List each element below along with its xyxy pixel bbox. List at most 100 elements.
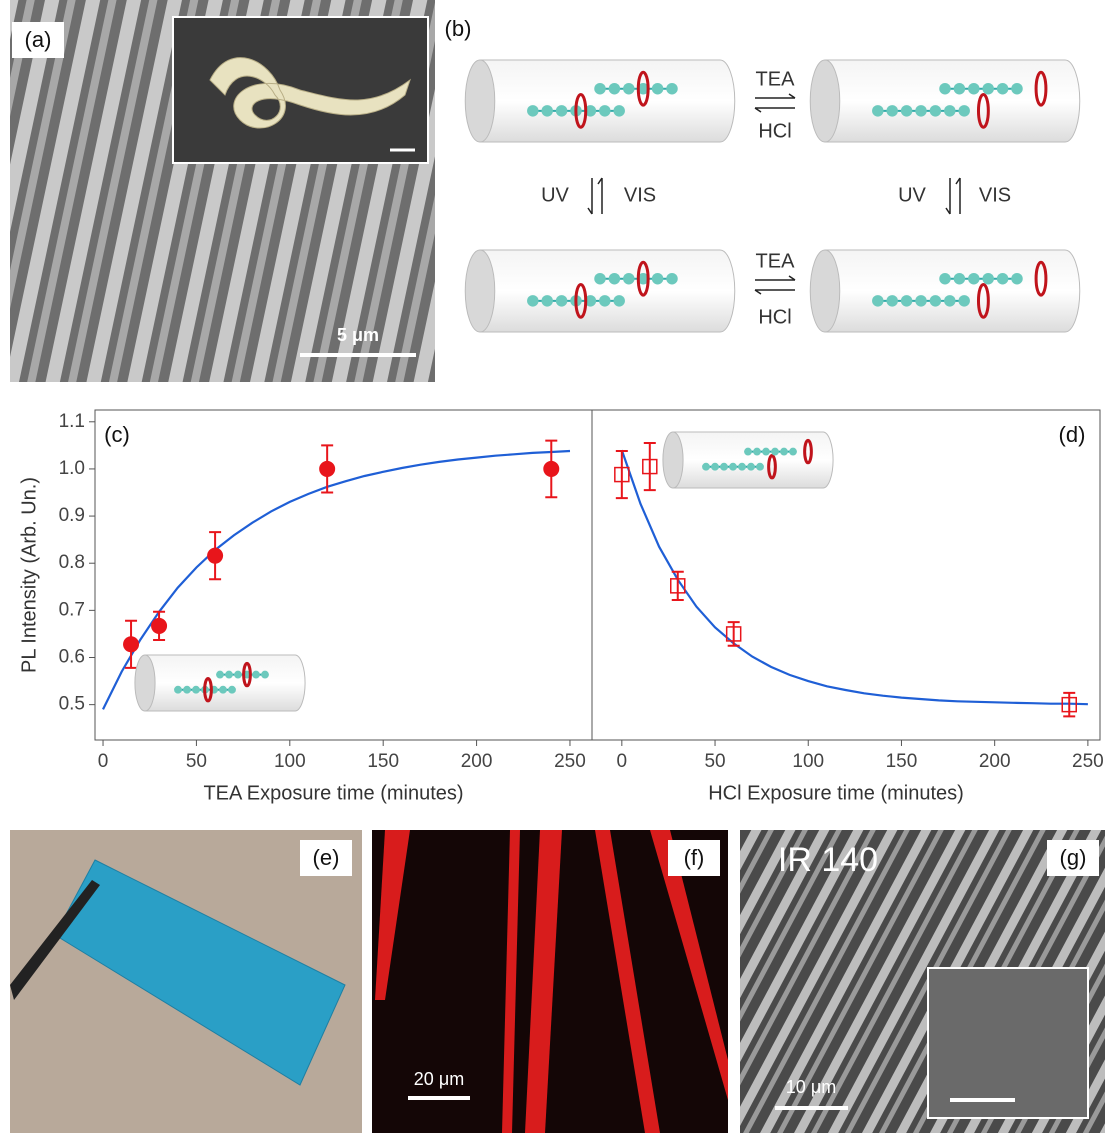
unit	[886, 295, 897, 306]
unit	[527, 295, 538, 306]
unit	[623, 273, 634, 284]
unit	[599, 105, 610, 116]
cylinder-end	[465, 250, 495, 332]
x-axis-label: TEA Exposure time (minutes)	[203, 782, 463, 804]
unit	[594, 83, 605, 94]
x-tick-label: 0	[98, 751, 109, 772]
unit	[915, 105, 926, 116]
y-tick-label: 1.0	[59, 458, 85, 479]
unit	[556, 105, 567, 116]
data-point	[543, 461, 559, 477]
unit	[901, 105, 912, 116]
unit	[623, 83, 634, 94]
scale-label: 20 μm	[414, 1069, 464, 1089]
y-tick-label: 0.7	[59, 599, 85, 620]
unit	[780, 448, 788, 456]
unit	[954, 273, 965, 284]
cylinder-body	[480, 250, 735, 332]
unit	[234, 671, 242, 679]
unit	[997, 273, 1008, 284]
figure: (a) 5 μm (b) TEA HCl UV VIS UV VIS TEA H…	[0, 0, 1111, 1135]
unit	[613, 295, 624, 306]
unit	[702, 463, 710, 471]
x-tick-label: 200	[461, 751, 493, 772]
panel-label: (f)	[684, 845, 705, 870]
unit	[744, 448, 752, 456]
unit	[982, 83, 993, 94]
unit	[771, 448, 779, 456]
unit	[1011, 83, 1022, 94]
unit	[958, 295, 969, 306]
unit	[944, 105, 955, 116]
unit	[609, 83, 620, 94]
data-point	[671, 579, 685, 593]
panel-label: (a)	[25, 27, 52, 52]
data-point	[207, 548, 223, 564]
data-point	[319, 461, 335, 477]
unit	[958, 105, 969, 116]
unit	[174, 686, 182, 694]
x-tick-label: 100	[792, 751, 824, 772]
unit	[609, 273, 620, 284]
cylinder-body	[480, 60, 735, 142]
panel-e: (e)	[10, 830, 362, 1133]
stimulus: UV	[898, 184, 926, 206]
x-tick-label: 0	[617, 751, 628, 772]
cylinder-end	[810, 250, 840, 332]
data-point	[123, 636, 139, 652]
scale-label: 10 μm	[786, 1077, 836, 1097]
cylinder-body	[145, 655, 305, 711]
unit	[527, 105, 538, 116]
unit	[594, 273, 605, 284]
scale-label: 5 μm	[337, 325, 379, 345]
panel-label: (b)	[445, 16, 472, 41]
unit	[652, 83, 663, 94]
inset	[928, 968, 1088, 1118]
x-tick-label: 150	[367, 751, 399, 772]
unit	[183, 686, 191, 694]
unit	[762, 448, 770, 456]
unit	[261, 671, 269, 679]
unit	[968, 273, 979, 284]
unit	[652, 273, 663, 284]
fiber-cylinder	[465, 60, 735, 142]
unit	[872, 295, 883, 306]
unit	[901, 295, 912, 306]
data-point	[615, 468, 629, 482]
y-tick-label: 0.8	[59, 552, 85, 573]
x-axis-label: HCl Exposure time (minutes)	[708, 782, 964, 804]
panel-label: (e)	[313, 845, 340, 870]
unit	[599, 295, 610, 306]
data-point	[151, 618, 167, 634]
unit	[930, 295, 941, 306]
unit	[982, 273, 993, 284]
unit	[729, 463, 737, 471]
fiber-cylinder	[135, 655, 305, 711]
unit	[666, 273, 677, 284]
unit	[228, 686, 236, 694]
unit	[225, 671, 233, 679]
unit	[252, 671, 260, 679]
unit	[872, 105, 883, 116]
panel-b: (b) TEA HCl UV VIS UV VIS TEA HCl	[445, 16, 1080, 332]
panel-label: (g)	[1060, 845, 1087, 870]
unit	[753, 448, 761, 456]
panel-label: (c)	[104, 422, 130, 447]
stimulus: VIS	[624, 184, 656, 206]
unit	[541, 105, 552, 116]
charts: 0501001502002500.50.60.70.80.91.01.1TEA …	[18, 410, 1103, 804]
x-tick-label: 150	[886, 751, 918, 772]
x-tick-label: 250	[1072, 751, 1104, 772]
unit	[711, 463, 719, 471]
unit	[886, 105, 897, 116]
data-point	[727, 627, 741, 641]
unit	[954, 83, 965, 94]
fiber-cylinder	[810, 250, 1080, 332]
unit	[219, 686, 227, 694]
x-tick-label: 250	[554, 751, 586, 772]
panel-g: IR 140 10 μm (g)	[740, 830, 1105, 1133]
y-tick-label: 0.6	[59, 647, 85, 668]
unit	[915, 295, 926, 306]
unit	[939, 83, 950, 94]
